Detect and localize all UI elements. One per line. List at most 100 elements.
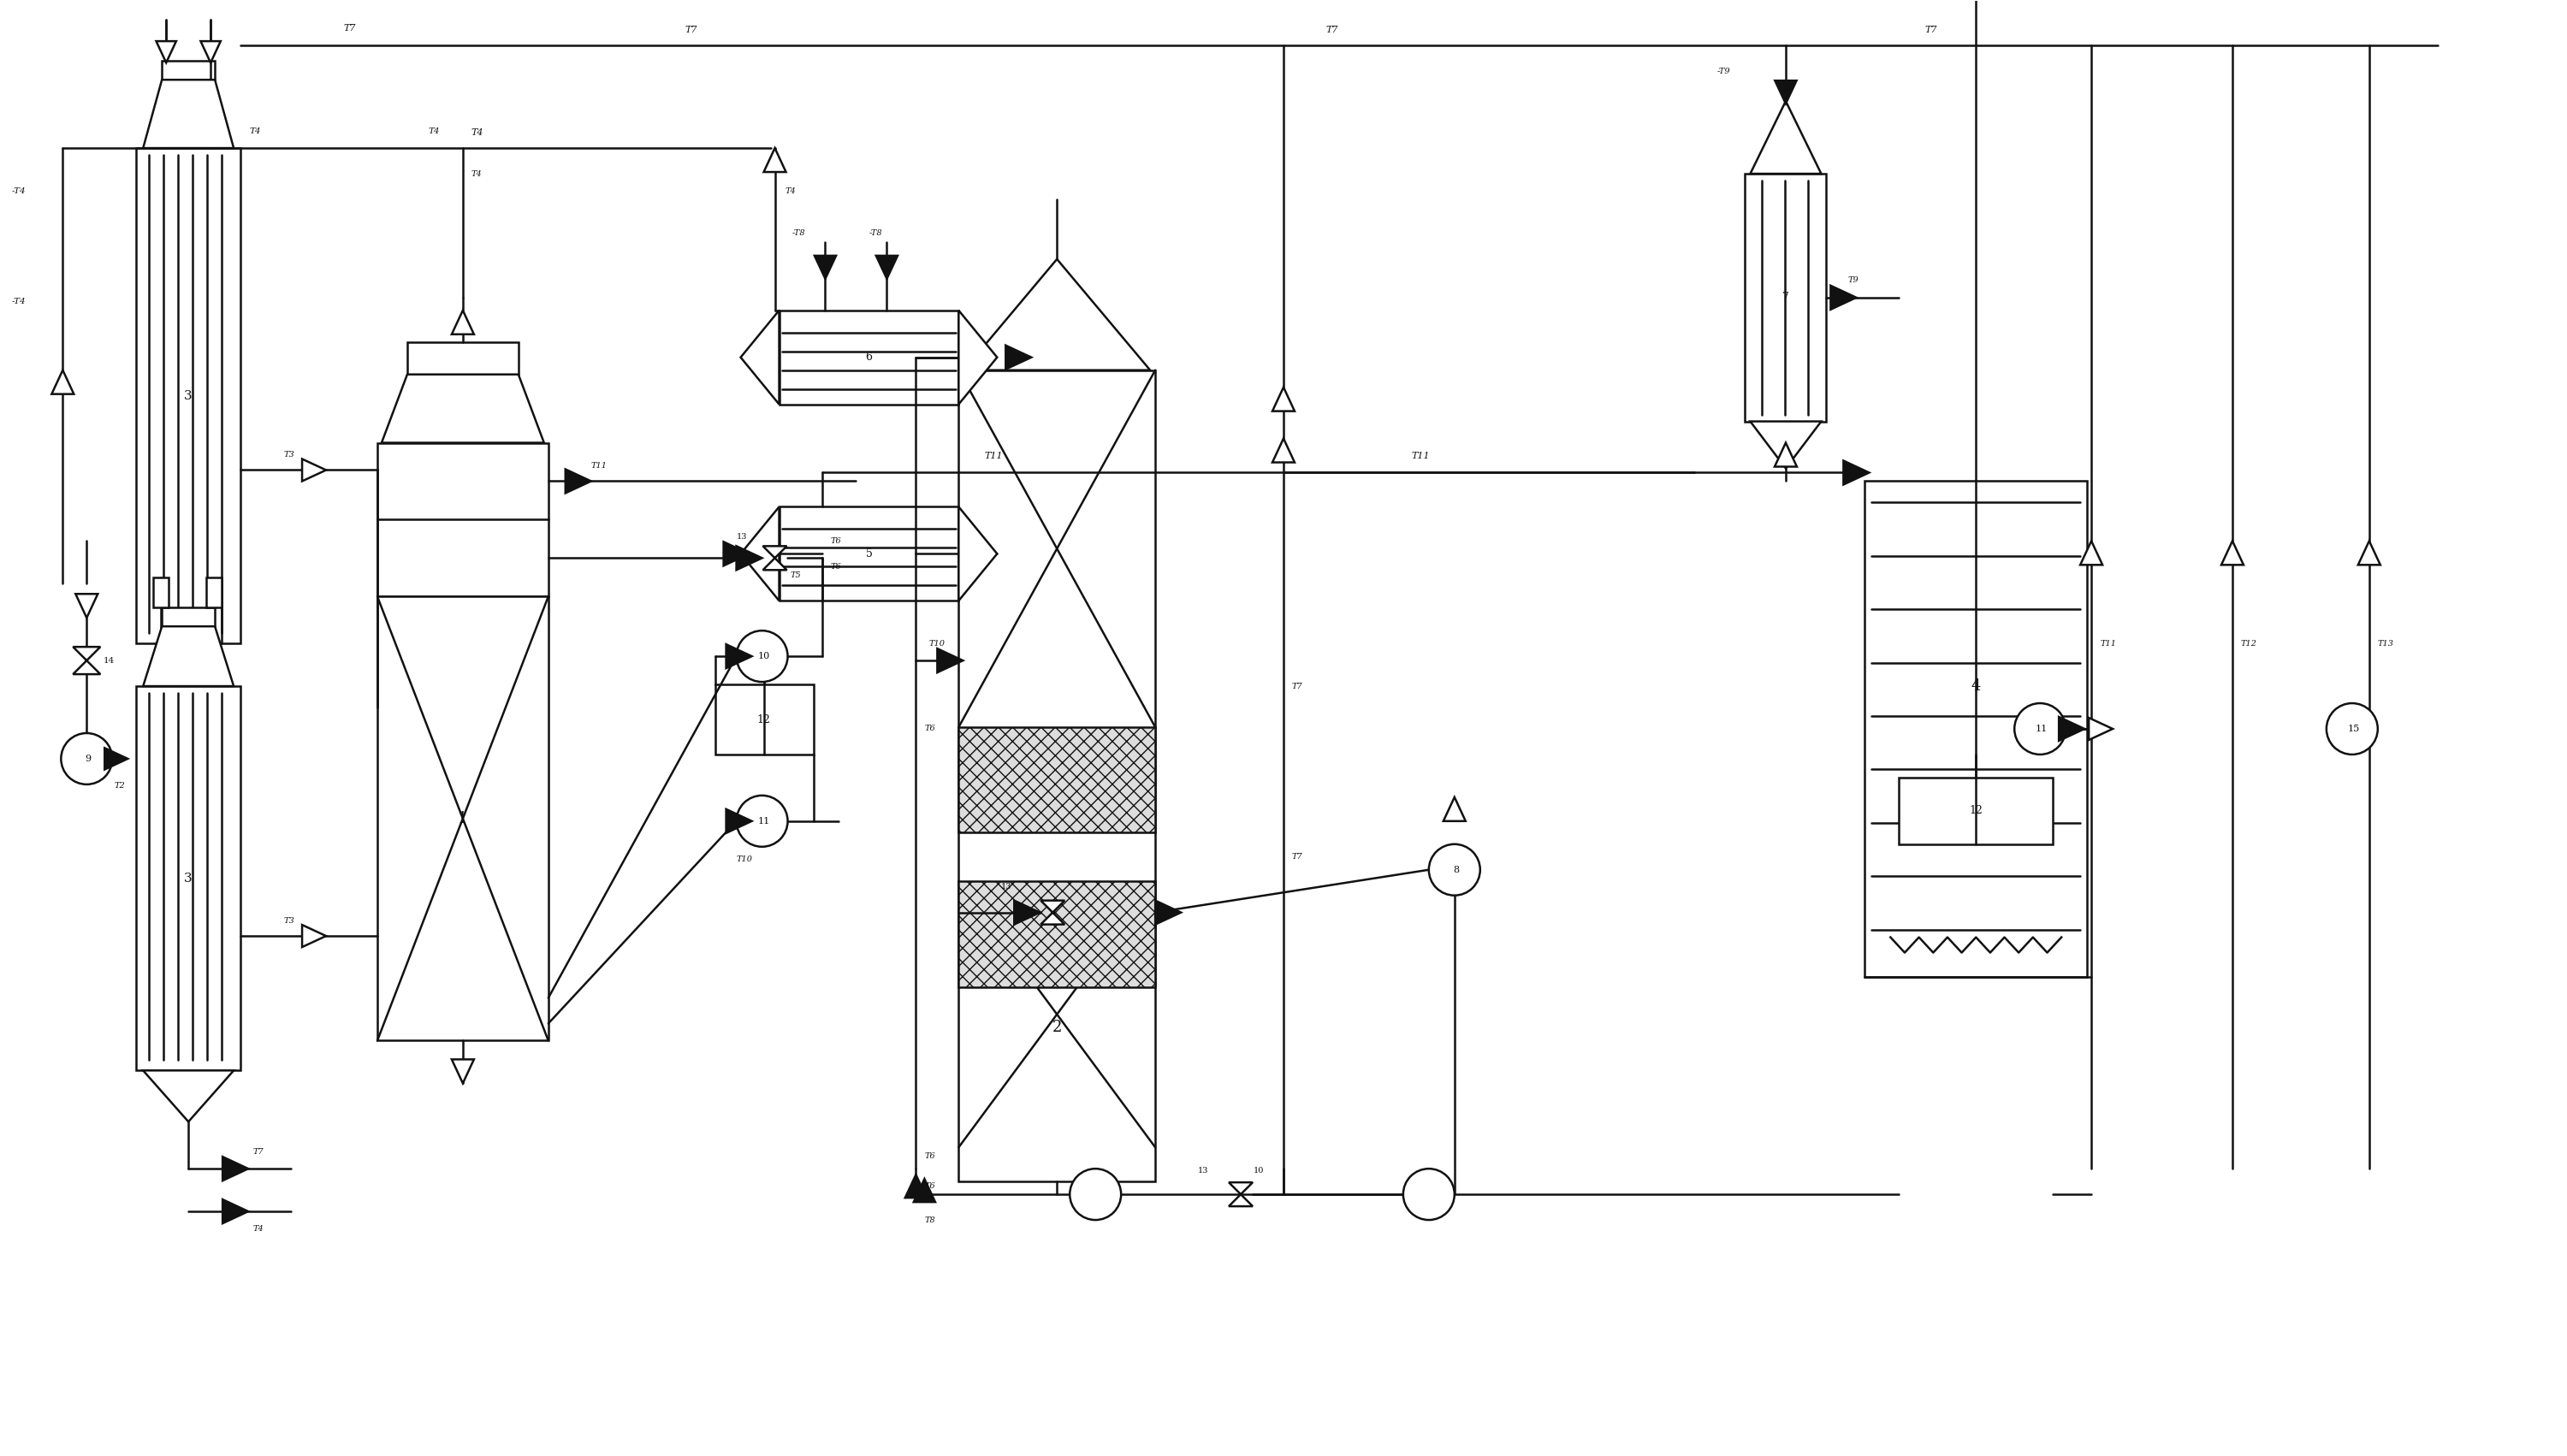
Bar [1900,778,2054,844]
Circle shape [2326,703,2377,754]
Text: 5: 5 [865,549,873,559]
Text: T3: T3 [282,451,295,459]
Text: 9: 9 [85,754,92,763]
Circle shape [737,630,788,681]
Text: T11: T11 [983,451,1004,460]
Text: T7: T7 [344,25,357,33]
Text: -T4: -T4 [10,298,26,306]
Text: T9: T9 [1848,277,1859,284]
Text: 12: 12 [1969,805,1982,817]
Polygon shape [2079,542,2102,565]
Text: 4: 4 [1971,678,1982,695]
Text: T10: T10 [737,856,752,863]
Text: T11: T11 [2100,639,2115,648]
Bar [1746,173,1825,421]
Polygon shape [963,259,1150,370]
Polygon shape [1751,421,1820,469]
Polygon shape [1774,443,1797,467]
Polygon shape [2359,542,2380,565]
Text: 1: 1 [457,811,467,826]
Polygon shape [957,507,996,601]
Text: T6: T6 [829,537,842,545]
Text: 11: 11 [2036,725,2048,734]
Polygon shape [957,310,996,405]
Bar [716,684,814,754]
Polygon shape [737,546,762,569]
Text: T4: T4 [429,127,439,135]
Polygon shape [303,925,326,946]
Polygon shape [937,648,963,673]
Polygon shape [72,646,100,674]
Polygon shape [200,41,221,63]
Polygon shape [1843,460,1869,485]
Bar [957,370,1155,1181]
Text: -T9: -T9 [1717,67,1730,76]
Text: T7: T7 [1925,26,1938,35]
Text: T5: T5 [791,571,801,579]
Polygon shape [144,626,234,686]
Text: T4: T4 [249,127,262,135]
Circle shape [737,795,788,847]
Text: T10: T10 [929,639,945,648]
Text: T7: T7 [252,1147,264,1156]
Polygon shape [452,1060,475,1083]
Text: 3: 3 [185,872,193,884]
Text: 10: 10 [757,652,770,661]
Text: T4: T4 [252,1224,264,1232]
Circle shape [1404,1169,1455,1220]
Circle shape [62,734,113,785]
Text: T13: T13 [2377,639,2395,648]
Polygon shape [2059,716,2084,741]
Text: T3: T3 [282,917,295,925]
Text: T11: T11 [590,462,608,470]
Bar [957,881,1155,987]
Polygon shape [157,41,177,63]
Bar [377,443,549,597]
Bar [957,727,1155,833]
Polygon shape [144,80,234,149]
Text: T7: T7 [1291,853,1304,860]
Polygon shape [1830,285,1856,310]
Text: -T8: -T8 [868,230,883,237]
Text: 14: 14 [103,657,116,664]
Polygon shape [382,374,544,443]
Text: T4: T4 [472,128,483,137]
Text: T11: T11 [1412,451,1430,460]
Polygon shape [2220,542,2244,565]
Text: T6: T6 [924,1182,934,1190]
Polygon shape [742,310,780,405]
Polygon shape [726,810,752,833]
Text: T7: T7 [685,26,698,35]
Polygon shape [452,310,475,335]
Polygon shape [51,370,74,395]
Text: T6: T6 [829,562,842,571]
Polygon shape [1443,798,1466,821]
Polygon shape [1273,438,1294,463]
Text: 15: 15 [2349,725,2359,734]
Bar [162,607,216,626]
Text: T2: T2 [113,782,126,791]
Text: T6: T6 [924,1152,934,1160]
Polygon shape [1014,900,1040,925]
Text: 10: 10 [1253,1166,1263,1174]
Polygon shape [1273,387,1294,411]
Bar [780,507,957,601]
Polygon shape [906,1175,927,1198]
Polygon shape [105,748,128,770]
Circle shape [1070,1169,1122,1220]
Polygon shape [303,459,326,480]
Polygon shape [875,256,898,278]
Polygon shape [74,594,98,617]
Text: -T8: -T8 [793,230,806,237]
Bar [136,686,241,1070]
Text: 7: 7 [1781,293,1789,303]
Bar [136,149,241,644]
Text: T4: T4 [786,186,796,195]
Circle shape [1430,844,1481,895]
Text: -T4: -T4 [10,186,26,195]
Polygon shape [742,507,780,601]
Text: 8: 8 [1453,865,1458,874]
Text: 3: 3 [185,390,193,402]
Text: T7: T7 [1291,683,1304,690]
Circle shape [2015,703,2066,754]
